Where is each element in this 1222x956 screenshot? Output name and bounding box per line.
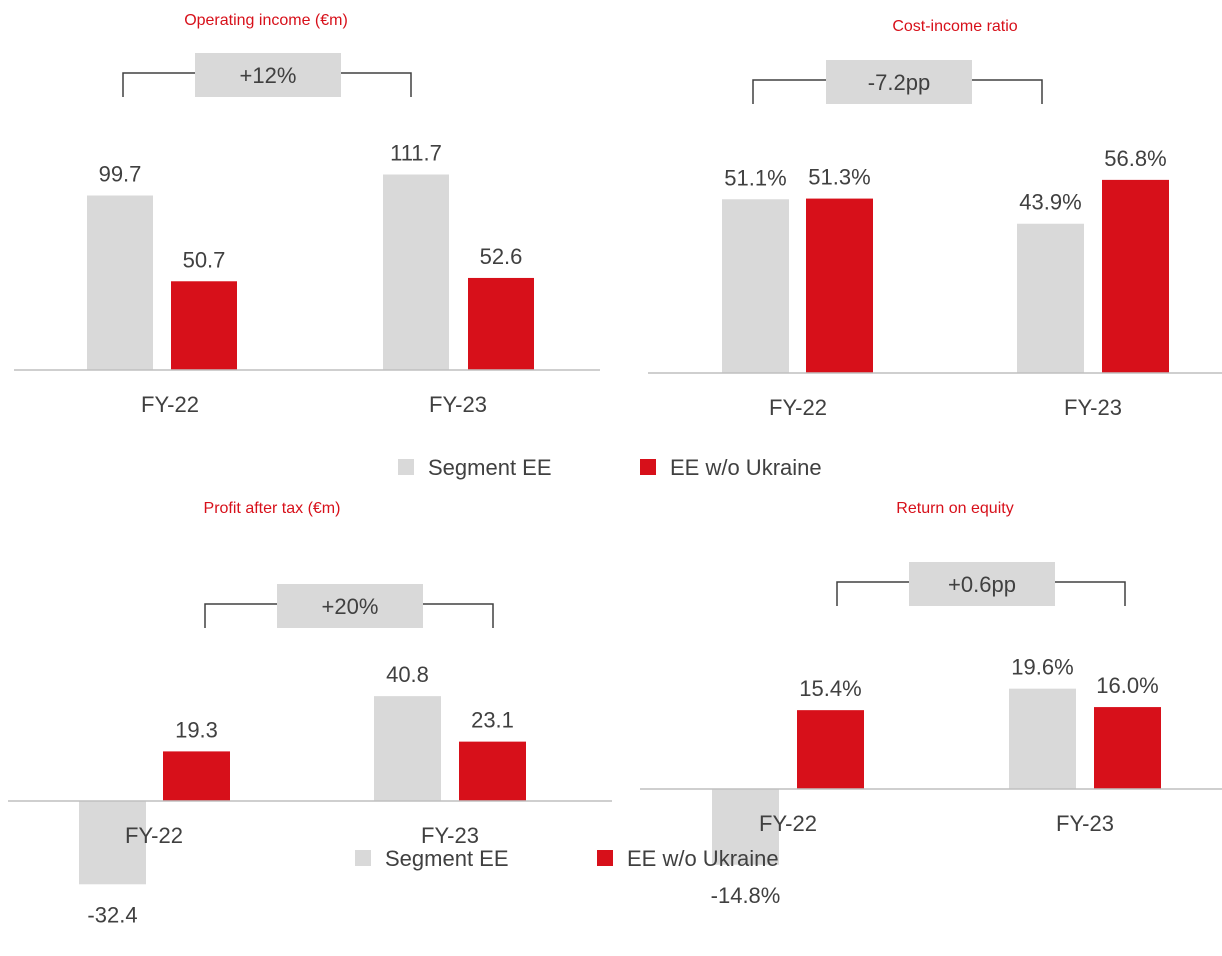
category-label: FY-22	[125, 823, 183, 848]
category-label: FY-23	[1056, 811, 1114, 836]
delta-label: -7.2pp	[868, 70, 930, 95]
data-label: 16.0%	[1096, 673, 1158, 698]
bar-ee-wo-ukraine-fy-22	[806, 198, 873, 373]
bar-ee-wo-ukraine-fy-23	[459, 741, 526, 801]
chart-title: Cost-income ratio	[892, 18, 1017, 35]
data-label: 19.3	[175, 717, 218, 742]
bar-segment-ee-fy-23	[374, 696, 441, 801]
data-label: 51.1%	[724, 165, 786, 190]
chart-title: Profit after tax (€m)	[204, 500, 341, 517]
delta-label: +12%	[240, 63, 297, 88]
delta-box	[277, 584, 423, 628]
legend-label: EE w/o Ukraine	[670, 455, 822, 480]
legend-swatch-ee-wo-ukraine	[640, 459, 656, 475]
data-label: 19.6%	[1011, 655, 1073, 680]
data-label: 51.3%	[808, 165, 870, 190]
category-label: FY-23	[421, 823, 479, 848]
chart-title: Return on equity	[896, 500, 1013, 517]
bar-ee-wo-ukraine-fy-22	[171, 281, 237, 370]
chart-return-on-equity: Return on equity +0.6pp -14.8% 19.6% 15.4%…	[640, 500, 1222, 908]
bar-segment-ee-fy-23	[1017, 223, 1084, 373]
data-label: 99.7	[99, 162, 142, 187]
category-label: FY-22	[759, 811, 817, 836]
bar-ee-wo-ukraine-fy-23	[1094, 707, 1161, 789]
bar-segment-ee-fy-22	[712, 789, 779, 865]
bar-ee-wo-ukraine-fy-22	[163, 751, 230, 801]
delta-bracket	[204, 603, 494, 628]
data-label: 15.4%	[799, 676, 861, 701]
chart-operating-income: Operating income (€m) +12% 99.7 111.7 50.7…	[14, 12, 600, 417]
data-label: -32.4	[87, 902, 137, 927]
bar-ee-wo-ukraine-fy-23	[1102, 179, 1169, 373]
category-label: FY-23	[429, 392, 487, 417]
category-label: FY-22	[769, 395, 827, 420]
bar-segment-ee-fy-22	[722, 199, 789, 373]
data-label: -14.8%	[711, 883, 781, 908]
legend-swatch-segment-ee	[398, 459, 414, 475]
delta-box	[826, 60, 972, 104]
bar-ee-wo-ukraine-fy-22	[797, 710, 864, 789]
legend-label: Segment EE	[428, 455, 552, 480]
delta-box	[909, 562, 1055, 606]
bar-segment-ee-fy-23	[383, 174, 449, 370]
bar-segment-ee-fy-22	[79, 801, 146, 885]
chart-title: Operating income (€m)	[184, 12, 348, 29]
delta-label: +0.6pp	[948, 572, 1016, 597]
delta-box	[195, 53, 341, 97]
bar-segment-ee-fy-22	[87, 195, 153, 370]
legend: Segment EE EE w/o Ukraine	[398, 455, 822, 480]
legend-label: EE w/o Ukraine	[627, 846, 779, 871]
chart-profit-after-tax: Profit after tax (€m) +20% -32.4 40.8 19.3…	[8, 500, 612, 927]
category-label: FY-23	[1064, 395, 1122, 420]
data-label: 50.7	[183, 247, 226, 272]
data-label: 40.8	[386, 662, 429, 687]
data-label: 111.7	[390, 141, 442, 166]
data-label: 23.1	[471, 708, 514, 733]
chart-cost-income-ratio: Cost-income ratio -7.2pp 51.1% 43.9% 51.3%…	[648, 18, 1222, 420]
legend-swatch-ee-wo-ukraine	[597, 850, 613, 866]
data-label: 56.8%	[1104, 146, 1166, 171]
delta-bracket	[122, 72, 412, 97]
category-label: FY-22	[141, 392, 199, 417]
bar-ee-wo-ukraine-fy-23	[468, 277, 534, 370]
legend-label: Segment EE	[385, 846, 509, 871]
data-label: 52.6	[480, 244, 523, 269]
delta-bracket	[836, 581, 1126, 606]
delta-label: +20%	[322, 594, 379, 619]
data-label: 43.9%	[1019, 190, 1081, 215]
delta-bracket	[752, 79, 1043, 104]
legend-swatch-segment-ee	[355, 850, 371, 866]
bar-segment-ee-fy-23	[1009, 688, 1076, 789]
legend: Segment EE EE w/o Ukraine	[355, 846, 779, 871]
